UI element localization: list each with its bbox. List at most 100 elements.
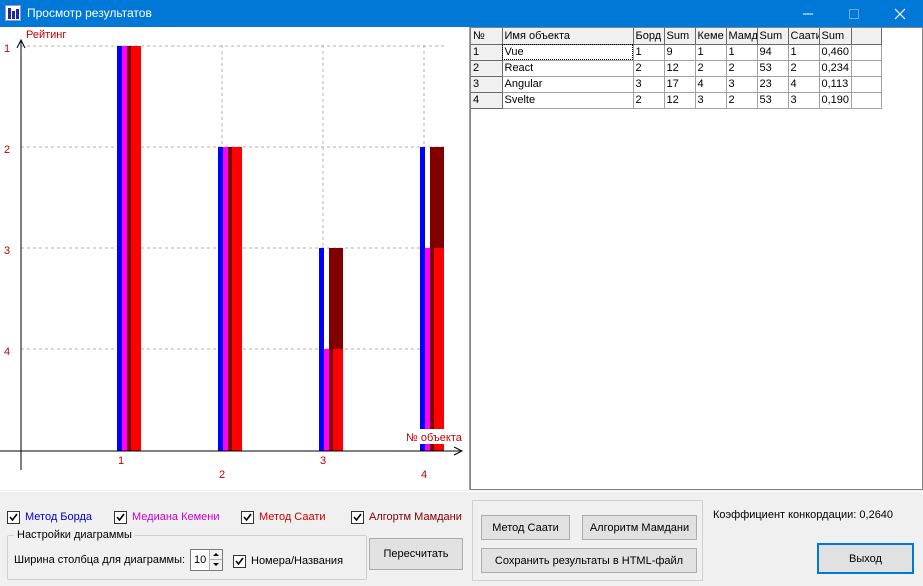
grid-row[interactable]: 3 Angular 3 17 4 3 23 4 0,113	[471, 76, 883, 93]
maximize-icon	[849, 9, 859, 19]
grid-row[interactable]: 4 Svelte 2 12 3 2 53 3 0,190	[471, 92, 883, 109]
bar-mamdani-upper	[430, 147, 444, 248]
x-tick-label: 1	[118, 455, 124, 467]
grid-cell[interactable]: 2	[726, 60, 758, 77]
x-axis-label-bg	[404, 429, 464, 444]
results-grid[interactable]: № Имя объекта Борд Sum Кеме Мамд Sum Саати Sum 1…	[471, 28, 883, 109]
bar-kemeny	[223, 147, 228, 451]
x-axis-label: № объекта	[406, 432, 463, 444]
grid-cell[interactable]: 3	[726, 76, 758, 93]
grid-cell[interactable]: 2	[788, 60, 820, 77]
grid-cell[interactable]: 2	[633, 60, 665, 77]
exit-button[interactable]: Выход	[817, 543, 914, 574]
caret-up-icon	[213, 553, 219, 556]
grid-header-cell[interactable]: Борд	[633, 28, 665, 45]
bar-mamdani	[228, 147, 232, 451]
column-width-value[interactable]: 10	[194, 554, 207, 566]
chart-settings-title: Настройки диаграммы	[14, 529, 135, 541]
bar-mamdani	[329, 349, 333, 451]
grid-header-cell[interactable]: Имя объекта	[502, 28, 634, 45]
concordance-coefficient: Коэффициент конкордации: 0,2640	[713, 509, 894, 521]
grid-row[interactable]: 1 Vue 1 9 1 1 94 1 0,460	[471, 44, 883, 61]
grid-header-cell[interactable]: Саати	[788, 28, 820, 45]
grid-cell[interactable]: Vue	[502, 44, 634, 61]
maximize-button[interactable]	[831, 0, 877, 27]
grid-header-cell[interactable]: Sum	[664, 28, 696, 45]
spin-up-button[interactable]	[210, 550, 222, 560]
grid-cell[interactable]: Angular	[502, 76, 634, 93]
checkbox-mamdani[interactable]: Алгортм Мамдани	[351, 510, 462, 524]
grid-cell[interactable]: 53	[757, 92, 789, 109]
grid-row-number[interactable]: 4	[471, 92, 503, 109]
grid-row-number[interactable]: 3	[471, 76, 503, 93]
checkmark-icon	[235, 557, 244, 565]
close-button[interactable]	[877, 0, 923, 27]
grid-cell[interactable]: 1	[633, 44, 665, 61]
grid-cell[interactable]: 2	[726, 92, 758, 109]
grid-cell[interactable]: 94	[757, 44, 789, 61]
bar-mamdani-upper	[329, 248, 343, 349]
grid-cell[interactable]: 53	[757, 60, 789, 77]
save-html-button[interactable]: Сохранить результаты в HTML-файл	[481, 548, 697, 573]
grid-cell[interactable]: 2	[695, 60, 727, 77]
bar-borda	[420, 147, 425, 451]
x-tick-label: 3	[320, 455, 326, 467]
spin-down-button[interactable]	[210, 560, 222, 570]
grid-cell[interactable]: 1	[695, 44, 727, 61]
grid-cell[interactable]: 17	[664, 76, 696, 93]
y-tick-label: 1	[4, 43, 10, 55]
checkbox-borda[interactable]: Метод Борда	[7, 510, 92, 524]
grid-row-number[interactable]: 1	[471, 44, 503, 61]
grid-cell[interactable]: 23	[757, 76, 789, 93]
checkbox-numbers-names[interactable]: Номера/Названия	[233, 554, 343, 568]
grid-cell[interactable]: 4	[695, 76, 727, 93]
minimize-icon	[803, 13, 813, 15]
app-icon	[5, 5, 21, 21]
x-tick-label: 4	[421, 469, 427, 481]
checkbox-borda-label: Метод Борда	[25, 511, 93, 523]
grid-header-filler	[851, 28, 883, 45]
chart-panel: Рейтинг № объекта 1 2 3 4 1 2 3 4	[0, 27, 470, 490]
grid-header-cell[interactable]: Мамд	[726, 28, 758, 45]
column-width-spinner[interactable]: 10	[190, 549, 223, 571]
bottom-panel: Метод Борда Медиана Кемени Метод Саати А…	[0, 491, 923, 586]
grid-cell[interactable]: 0,113	[819, 76, 853, 93]
x-tick-label: 2	[219, 469, 225, 481]
grid-cell[interactable]: 3	[695, 92, 727, 109]
grid-cell[interactable]: 0,234	[819, 60, 853, 77]
grid-cell-filler	[851, 92, 883, 109]
grid-cell[interactable]: 2	[633, 92, 665, 109]
grid-cell[interactable]: 1	[726, 44, 758, 61]
results-grid-panel[interactable]: № Имя объекта Борд Sum Кеме Мамд Sum Саати Sum 1…	[470, 27, 923, 490]
minimize-button[interactable]	[785, 0, 831, 27]
bar-kemeny	[122, 46, 127, 451]
grid-header-cell[interactable]: Sum	[757, 28, 789, 45]
mamdani-algorithm-button[interactable]: Алгоритм Мамдани	[582, 515, 697, 540]
grid-cell[interactable]: 12	[664, 92, 696, 109]
grid-row-number[interactable]: 2	[471, 60, 503, 77]
grid-cell[interactable]: React	[502, 60, 634, 77]
grid-header-cell[interactable]: Sum	[819, 28, 853, 45]
grid-cell[interactable]: Svelte	[502, 92, 634, 109]
checkmark-icon	[116, 513, 125, 521]
grid-header-cell[interactable]: Кеме	[695, 28, 727, 45]
window-title: Просмотр результатов	[27, 6, 152, 20]
grid-cell[interactable]: 12	[664, 60, 696, 77]
grid-cell[interactable]: 9	[664, 44, 696, 61]
grid-cell[interactable]: 0,190	[819, 92, 853, 109]
grid-cell[interactable]: 0,460	[819, 44, 853, 61]
grid-cell[interactable]: 3	[633, 76, 665, 93]
grid-cell-filler	[851, 44, 883, 61]
grid-row[interactable]: 2 React 2 12 2 2 53 2 0,234	[471, 60, 883, 77]
checkbox-kemeny[interactable]: Медиана Кемени	[114, 510, 220, 524]
recalculate-button[interactable]: Пересчитать	[369, 538, 463, 570]
grid-cell[interactable]: 3	[788, 92, 820, 109]
grid-cell[interactable]: 1	[788, 44, 820, 61]
y-tick-label: 3	[4, 245, 10, 257]
grid-header-cell[interactable]: №	[471, 28, 503, 45]
saaty-method-button[interactable]: Метод Саати	[481, 515, 570, 540]
grid-cell[interactable]: 4	[788, 76, 820, 93]
checkbox-numbers-names-label: Номера/Названия	[251, 555, 344, 567]
y-axis-label: Рейтинг	[26, 29, 66, 41]
checkbox-saaty[interactable]: Метод Саати	[241, 510, 326, 524]
